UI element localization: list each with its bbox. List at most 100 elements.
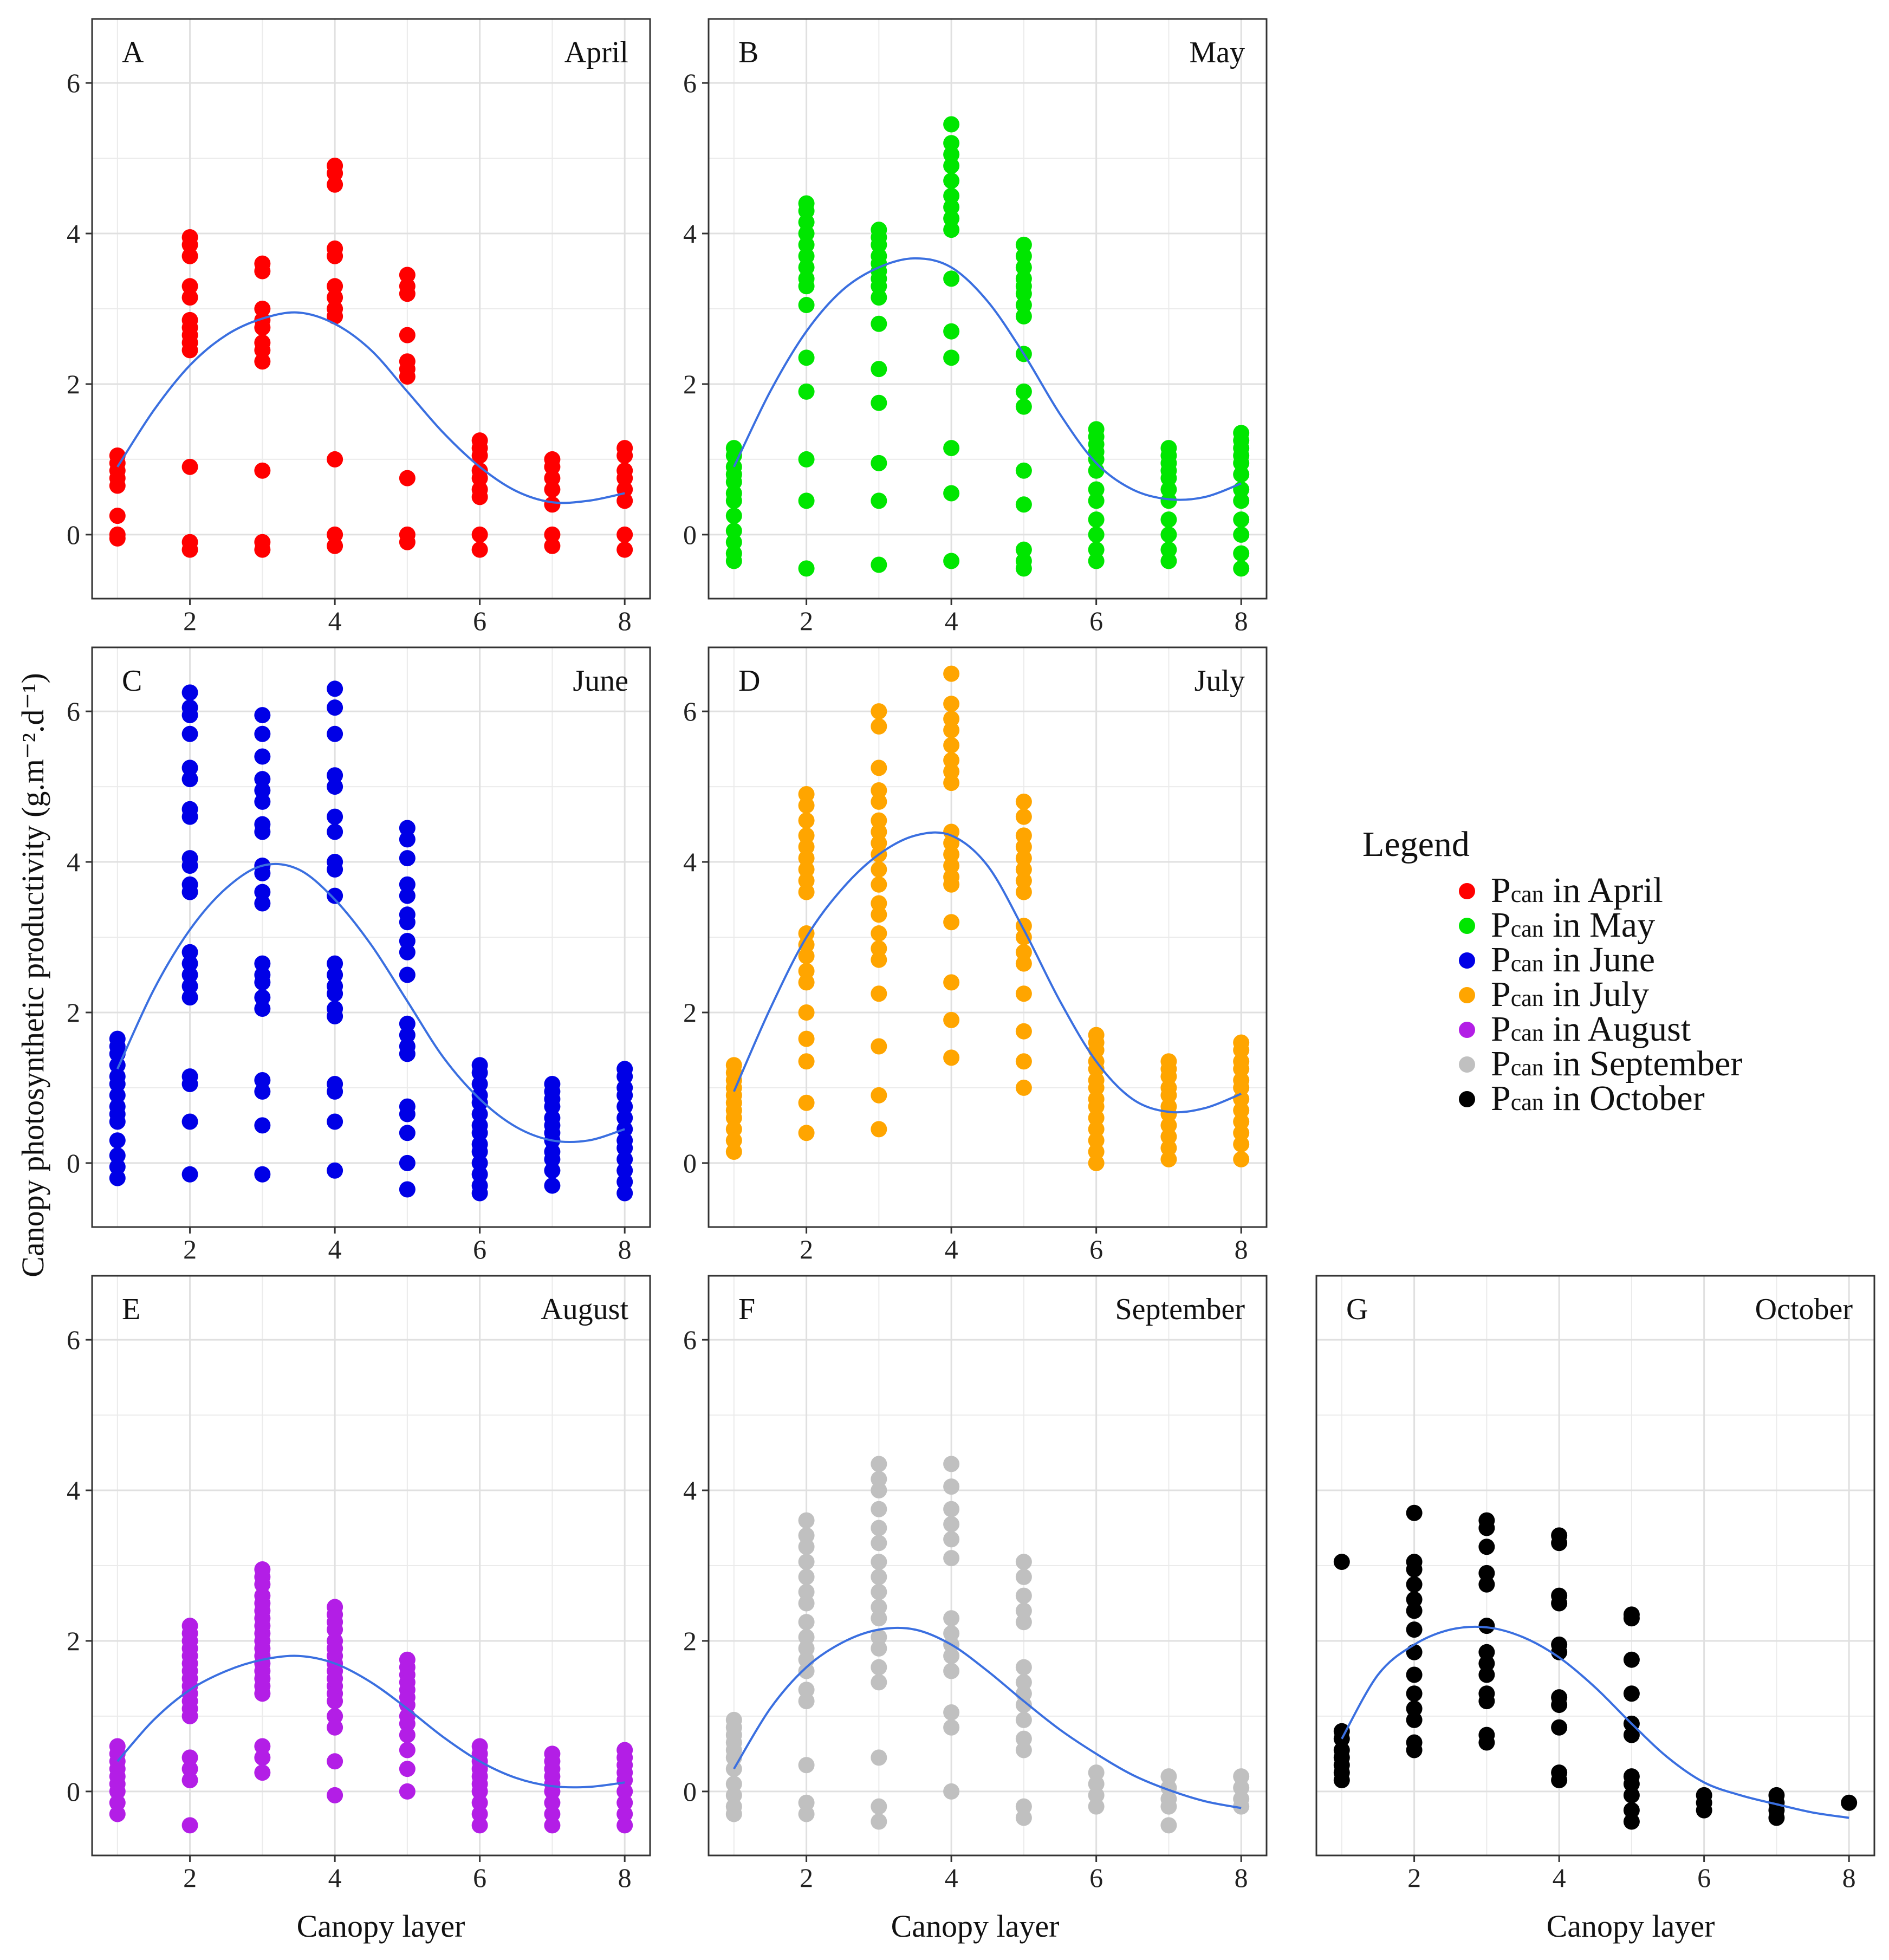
- data-point: [943, 1719, 960, 1736]
- data-point: [725, 1121, 742, 1138]
- data-point: [327, 887, 343, 904]
- data-point: [1160, 1768, 1177, 1785]
- data-point: [871, 861, 887, 878]
- data-point: [1160, 541, 1177, 558]
- data-point: [871, 835, 887, 852]
- data-point: [181, 236, 198, 253]
- data-point: [327, 1083, 343, 1100]
- data-point: [725, 1144, 742, 1160]
- y-tick-label: 2: [683, 1626, 697, 1656]
- legend-subscript: can: [1511, 1020, 1544, 1046]
- legend-text: in May: [1544, 905, 1655, 945]
- data-point: [1015, 872, 1032, 889]
- panel-title-E: August: [541, 1293, 628, 1326]
- data-point: [1160, 1068, 1177, 1085]
- data-point: [109, 1132, 126, 1149]
- data-point: [1015, 1711, 1032, 1728]
- y-tick-label: 6: [683, 696, 697, 726]
- data-point: [798, 1030, 815, 1047]
- data-point: [1088, 526, 1105, 543]
- legend-swatch: [1459, 1022, 1475, 1038]
- data-point: [871, 940, 887, 957]
- data-point: [399, 944, 416, 960]
- data-point: [1088, 462, 1105, 479]
- data-point: [181, 1113, 198, 1130]
- data-point: [943, 846, 960, 863]
- data-point: [725, 492, 742, 509]
- data-point: [798, 1554, 815, 1570]
- data-point: [181, 1817, 198, 1834]
- x-tick-label: 2: [1407, 1862, 1421, 1893]
- y-tick-label: 0: [67, 520, 80, 550]
- data-point: [181, 248, 198, 264]
- data-point: [798, 1794, 815, 1811]
- data-point: [1088, 1144, 1105, 1160]
- data-point: [1015, 793, 1032, 810]
- data-point: [109, 508, 126, 524]
- data-point: [399, 267, 416, 283]
- panel-letter-D: D: [738, 664, 760, 698]
- panel-title-B: May: [1189, 36, 1245, 69]
- data-point: [181, 1761, 198, 1777]
- legend-swatch: [1459, 883, 1475, 899]
- data-point: [871, 361, 887, 378]
- data-point: [471, 1166, 488, 1183]
- data-point: [327, 680, 343, 697]
- data-point: [1233, 526, 1250, 543]
- x-tick-label: 8: [1235, 1862, 1248, 1893]
- data-point: [399, 1046, 416, 1062]
- x-tick-label: 6: [473, 606, 486, 636]
- data-point: [871, 1568, 887, 1585]
- data-point: [399, 1106, 416, 1122]
- data-point: [1406, 1666, 1423, 1683]
- data-point: [471, 1185, 488, 1202]
- data-point: [1841, 1794, 1858, 1811]
- data-point: [1088, 1121, 1105, 1138]
- legend-item: Pcan in October: [1459, 1079, 1705, 1118]
- data-point: [798, 225, 815, 242]
- data-point: [181, 884, 198, 900]
- data-point: [399, 327, 416, 343]
- data-point: [471, 526, 488, 543]
- data-point: [798, 451, 815, 468]
- data-point: [254, 782, 271, 799]
- data-point: [181, 1708, 198, 1724]
- data-point: [798, 1640, 815, 1657]
- data-point: [616, 1173, 633, 1190]
- data-point: [109, 1075, 126, 1092]
- data-point: [327, 1162, 343, 1179]
- data-point: [798, 383, 815, 400]
- data-point: [1088, 481, 1105, 498]
- data-point: [725, 1806, 742, 1822]
- data-point: [181, 458, 198, 475]
- data-point: [1478, 1666, 1495, 1683]
- data-point: [943, 1011, 960, 1028]
- data-point: [254, 1764, 271, 1781]
- data-point: [1233, 1113, 1250, 1130]
- data-point: [1233, 560, 1250, 577]
- data-point: [943, 172, 960, 189]
- data-point: [544, 496, 561, 513]
- x-tick-label: 2: [800, 606, 813, 636]
- data-point: [327, 861, 343, 878]
- data-point: [1233, 545, 1250, 562]
- x-tick-label: 8: [1235, 1234, 1248, 1264]
- data-point: [471, 1817, 488, 1834]
- data-point: [616, 1140, 633, 1157]
- trend-line-F: [733, 1626, 1242, 1809]
- data-point: [1088, 553, 1105, 569]
- data-point: [798, 560, 815, 577]
- data-point: [616, 1098, 633, 1115]
- data-point: [616, 1806, 633, 1822]
- data-point: [1160, 1117, 1177, 1134]
- data-point: [399, 1027, 416, 1043]
- data-point: [943, 1501, 960, 1517]
- legend-prefix: P: [1491, 1079, 1511, 1118]
- data-point: [544, 1817, 561, 1834]
- data-point: [327, 176, 343, 193]
- data-point: [1015, 398, 1032, 415]
- x-tick-label: 2: [183, 606, 197, 636]
- data-point: [1015, 496, 1032, 513]
